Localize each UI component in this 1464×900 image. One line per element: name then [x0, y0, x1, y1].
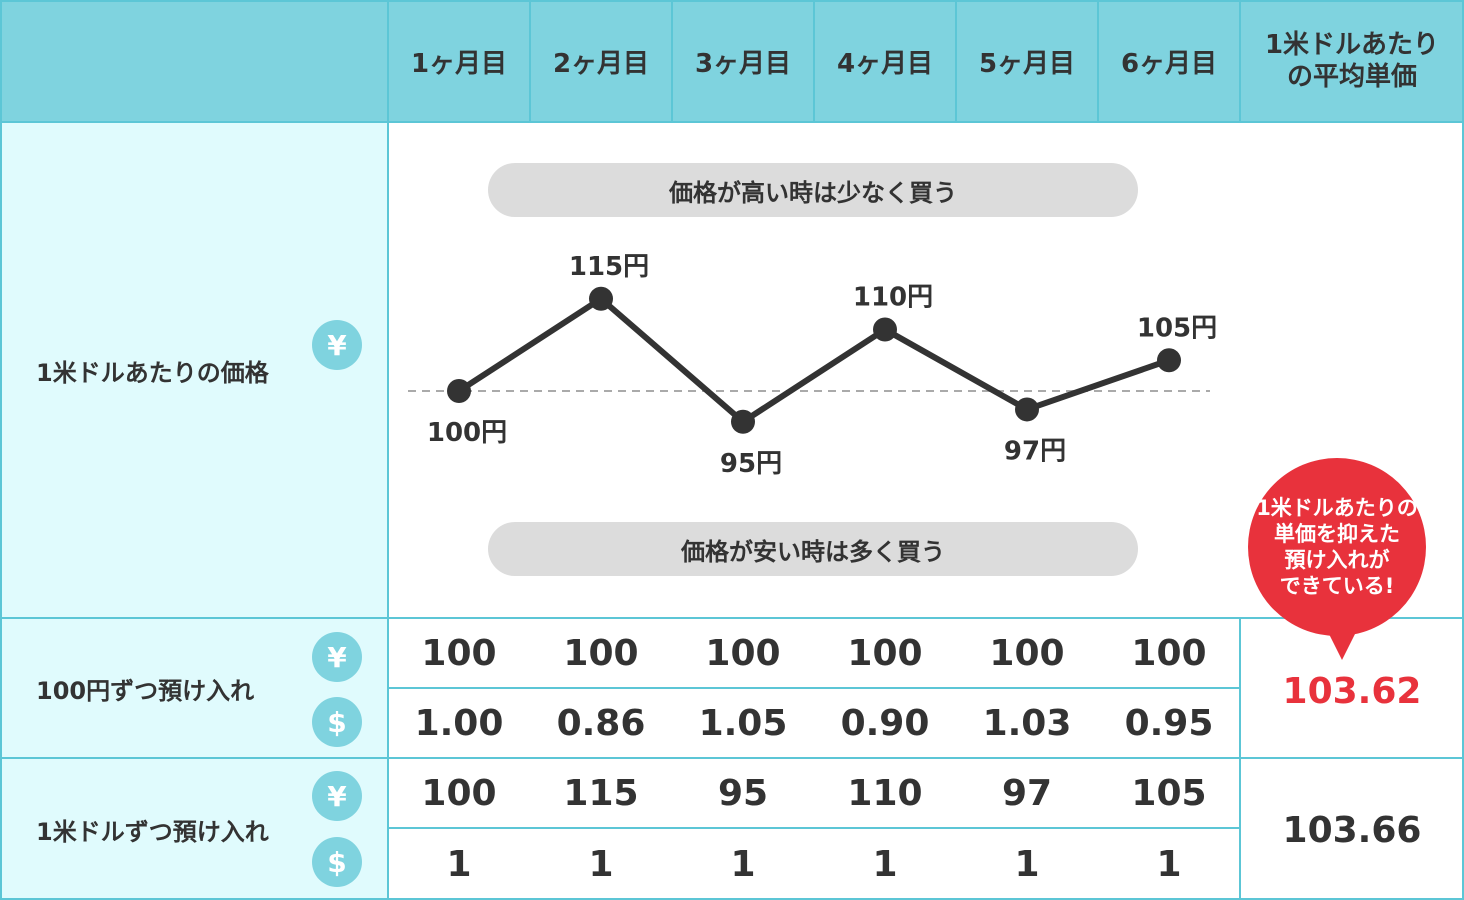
price-point-label: 105円 — [1137, 313, 1217, 343]
dollar-icon: $ — [312, 697, 362, 747]
price-point-label: 110円 — [853, 283, 933, 313]
yen-deposit-yen-5: 100 — [989, 632, 1065, 674]
yen-deposit-yen-1: 100 — [421, 632, 497, 674]
price-point-label: 100円 — [427, 418, 507, 448]
callout-line-4: できている! — [1279, 574, 1395, 598]
usd-deposit-usd-5: 1 — [1014, 843, 1040, 885]
price-point-label: 95円 — [720, 449, 782, 479]
grid-line-col-5 — [1097, 0, 1099, 122]
yen-deposit-usd-6: 0.95 — [1124, 702, 1214, 744]
yen-deposit-yen-3: 100 — [705, 632, 781, 674]
usd-deposit-average: 103.66 — [1282, 809, 1422, 851]
header-month-1: 1ヶ月目 — [388, 0, 530, 122]
annotation-buy-more: 価格が安い時は多く買う — [488, 522, 1138, 576]
price-point — [731, 409, 755, 434]
price-point — [1157, 348, 1181, 373]
header-average: 1米ドルあたり の平均単価 — [1240, 0, 1464, 122]
usd-deposit-yen-1: 100 — [421, 772, 497, 814]
yen-deposit-average: 103.62 — [1282, 670, 1422, 712]
header-month-6: 6ヶ月目 — [1098, 0, 1240, 122]
price-point — [1015, 397, 1039, 422]
callout-bubble: 1米ドルあたりの 単価を抑えた 預け入れが できている! — [1248, 458, 1426, 636]
grid-line-avg-divider-top — [1239, 0, 1241, 122]
price-row-label-text: 1米ドルあたりの価格 — [36, 358, 269, 387]
usd-deposit-usd-4: 1 — [872, 843, 898, 885]
grid-line-col-4 — [955, 0, 957, 122]
yen-icon: ¥ — [312, 632, 362, 682]
header-average-line2: の平均単価 — [1286, 62, 1417, 92]
grid-line-usd-row-mid — [388, 827, 1240, 829]
callout-line-3: 預け入れが — [1284, 548, 1390, 572]
price-point — [873, 317, 897, 342]
grid-line-chart-bottom — [0, 617, 1464, 619]
header-average-line1: 1米ドルあたり — [1264, 30, 1440, 60]
usd-deposit-row-label-text: 1米ドルずつ預け入れ — [36, 817, 269, 846]
callout-line-2: 単価を抑えた — [1274, 522, 1400, 546]
annotation-buy-less: 価格が高い時は少なく買う — [488, 163, 1138, 217]
usd-deposit-usd-2: 1 — [588, 843, 614, 885]
yen-deposit-usd-3: 1.05 — [698, 702, 788, 744]
grid-line-usd-row-top — [0, 757, 1464, 759]
grid-line-col-1 — [529, 0, 531, 122]
usd-deposit-yen-6: 105 — [1131, 772, 1207, 814]
usd-deposit-usd-3: 1 — [730, 843, 756, 885]
yen-icon: ¥ — [312, 320, 362, 370]
usd-deposit-yen-2: 115 — [563, 772, 639, 814]
grid-line-col-2 — [671, 0, 673, 122]
yen-deposit-usd-4: 0.90 — [840, 702, 930, 744]
usd-deposit-usd-1: 1 — [446, 843, 472, 885]
header-month-5: 5ヶ月目 — [956, 0, 1098, 122]
callout-line-1: 1米ドルあたりの — [1256, 496, 1418, 520]
grid-line-avg-divider-bottom — [1239, 618, 1241, 900]
yen-icon: ¥ — [312, 771, 362, 821]
grid-line-label-divider — [387, 0, 389, 900]
usd-deposit-yen-3: 95 — [717, 772, 769, 814]
header-month-4: 4ヶ月目 — [814, 0, 956, 122]
usd-deposit-usd-6: 1 — [1156, 843, 1182, 885]
yen-deposit-usd-5: 1.03 — [982, 702, 1072, 744]
yen-deposit-yen-6: 100 — [1131, 632, 1207, 674]
usd-deposit-yen-5: 97 — [1001, 772, 1053, 814]
yen-deposit-row-label-text: 100円ずつ預け入れ — [36, 676, 255, 705]
price-point — [589, 286, 613, 311]
header-corner — [0, 0, 388, 122]
usd-deposit-yen-4: 110 — [847, 772, 923, 814]
yen-deposit-yen-2: 100 — [563, 632, 639, 674]
header-month-3: 3ヶ月目 — [672, 0, 814, 122]
price-row-label: 1米ドルあたりの価格 — [0, 122, 388, 618]
header-month-2: 2ヶ月目 — [530, 0, 672, 122]
price-series-line — [457, 295, 1170, 425]
dollar-icon: $ — [312, 837, 362, 887]
callout-tail — [1328, 632, 1356, 660]
grid-line-yen-row-mid — [388, 687, 1240, 689]
price-point — [447, 379, 471, 403]
yen-deposit-yen-4: 100 — [847, 632, 923, 674]
price-point-label: 97円 — [1004, 436, 1066, 466]
grid-line-col-3 — [813, 0, 815, 122]
price-point-label: 115円 — [569, 252, 649, 282]
yen-deposit-usd-1: 1.00 — [414, 702, 504, 744]
grid-line-header-bottom — [0, 121, 1464, 123]
yen-deposit-usd-2: 0.86 — [556, 702, 646, 744]
